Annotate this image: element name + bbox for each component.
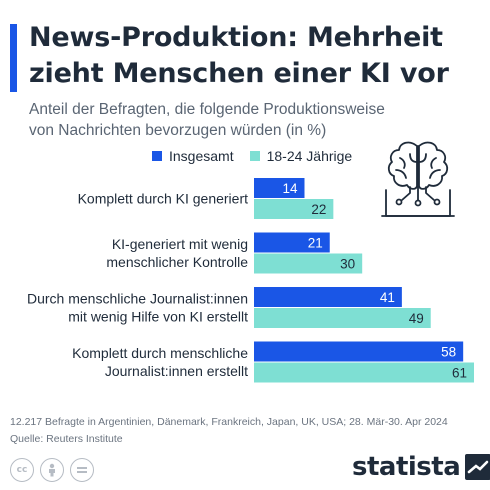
by-icon — [40, 458, 64, 482]
bar-insgesamt — [254, 287, 402, 307]
data-label: 21 — [308, 236, 323, 251]
legend-item-18-24: 18-24 Jährige — [249, 148, 353, 164]
legend-swatch-insgesamt — [152, 151, 162, 161]
title-accent-bar — [10, 24, 17, 92]
data-label: 30 — [340, 257, 355, 272]
category-label: Journalist:innen erstellt — [105, 363, 248, 379]
footnote: 12.217 Befragte in Argentinien, Dänemark… — [10, 414, 448, 448]
chart-title: News-Produktion: Mehrheit zieht Menschen… — [29, 22, 449, 89]
cc-icon: cc — [10, 458, 34, 482]
bar-chart-svg: Komplett durch KI generiert 14 22 KI-generi… — [27, 178, 474, 383]
legend-label-insgesamt: Insgesamt — [169, 148, 234, 164]
legend-swatch-18-24 — [249, 151, 260, 161]
category-label: KI-generiert mit wenig — [112, 236, 248, 252]
legend-label-18-24: 18-24 Jährige — [266, 148, 353, 164]
data-label: 22 — [311, 202, 326, 217]
category-label: Komplett durch KI generiert — [78, 191, 249, 207]
footnote-note: 12.217 Befragte in Argentinien, Dänemark… — [10, 416, 448, 428]
statista-logo-icon — [465, 454, 490, 480]
legend-item-insgesamt: Insgesamt — [152, 148, 234, 164]
bar-chart: Komplett durch KI generiert 14 22 KI-generi… — [0, 170, 490, 395]
bar-18-24 — [254, 253, 363, 274]
data-label: 58 — [441, 345, 456, 360]
bar-insgesamt — [254, 178, 305, 198]
footnote-source: Quelle: Reuters Institute — [10, 433, 123, 445]
bar-18-24 — [254, 362, 474, 383]
data-label: 14 — [282, 181, 298, 196]
bar-insgesamt — [254, 232, 330, 253]
category-label: menschlicher Kontrolle — [106, 254, 248, 270]
category-label: mit wenig Hilfe von KI erstellt — [68, 309, 248, 325]
data-label: 49 — [409, 311, 424, 326]
bar-insgesamt — [254, 341, 464, 362]
legend: Insgesamt 18-24 Jährige — [152, 148, 368, 164]
category-label: Durch menschliche Journalist:innen — [27, 291, 248, 307]
nd-icon — [70, 458, 94, 482]
brain-circuit-icon — [381, 141, 455, 217]
license-icons: cc — [10, 458, 100, 482]
logo-wordmark: statista — [352, 452, 461, 482]
data-label: 61 — [452, 366, 467, 381]
chart-subtitle: Anteil der Befragten, die folgende Produ… — [29, 101, 385, 139]
category-label: Komplett durch menschliche — [72, 345, 248, 361]
data-label: 41 — [380, 290, 395, 305]
bar-18-24 — [254, 199, 334, 219]
bar-18-24 — [254, 308, 431, 328]
statista-logo[interactable]: statista — [352, 452, 490, 482]
